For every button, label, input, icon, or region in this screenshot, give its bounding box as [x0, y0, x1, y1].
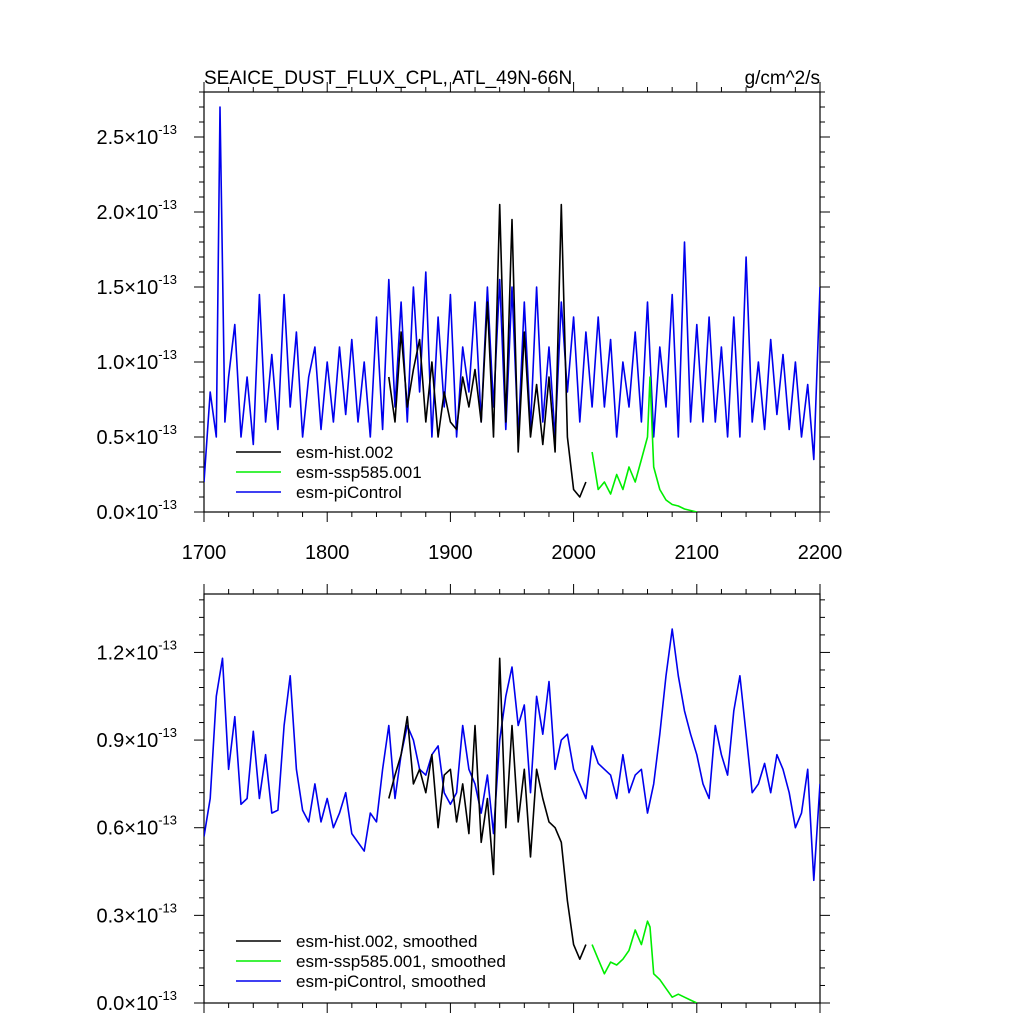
series-line-ssp: [591, 376, 697, 512]
y-tick-label: 2.0×10-13: [96, 197, 177, 224]
series-line-ssp: [591, 920, 698, 1003]
series-line-pi: [204, 106, 820, 483]
y-tick-label: 2.5×10-13: [96, 122, 177, 149]
series-line-hist: [388, 657, 587, 961]
y-tick-label: 0.9×10-13: [96, 725, 177, 752]
y-tick-label: 1.2×10-13: [96, 637, 177, 664]
units-label: g/cm^2/s: [745, 68, 820, 89]
legend-label-hist: esm-hist.002: [296, 443, 393, 462]
legend-label-pi: esm-piControl: [296, 483, 402, 502]
y-tick-label: 0.6×10-13: [96, 813, 177, 840]
series-line-pi: [204, 628, 820, 882]
y-tick-label: 0.0×10-13: [96, 988, 177, 1015]
y-tick-label: 0.3×10-13: [96, 900, 177, 927]
x-tick-label: 2100: [675, 542, 720, 564]
legend-label-pi: esm-piControl, smoothed: [296, 972, 486, 991]
plot-frame: [203, 593, 821, 1004]
top-panel: SEAICE_DUST_FLUX_CPL, ATL_49N-66N g/cm^2…: [96, 68, 842, 564]
y-tick-label: 0.0×10-13: [96, 497, 177, 524]
bottom-panel: 0.0×10-13 0.3×10-13 0.6×10-13 0.9×10-13 1.2×…: [96, 584, 830, 1015]
y-tick-label: 1.0×10-13: [96, 347, 177, 374]
x-tick-label: 1800: [305, 542, 350, 564]
legend-label-hist: esm-hist.002, smoothed: [296, 932, 477, 951]
chart-title: SEAICE_DUST_FLUX_CPL, ATL_49N-66N: [204, 68, 572, 89]
x-tick-label: 1700: [182, 542, 227, 564]
legend-label-ssp: esm-ssp585.001, smoothed: [296, 952, 506, 971]
series-line-hist: [388, 203, 587, 498]
legend-label-ssp: esm-ssp585.001: [296, 463, 422, 482]
y-tick-label: 1.5×10-13: [96, 272, 177, 299]
y-tick-label: 0.5×10-13: [96, 422, 177, 449]
x-tick-label: 2000: [551, 542, 596, 564]
x-tick-label: 1900: [428, 542, 473, 564]
x-tick-label: 2200: [798, 542, 843, 564]
